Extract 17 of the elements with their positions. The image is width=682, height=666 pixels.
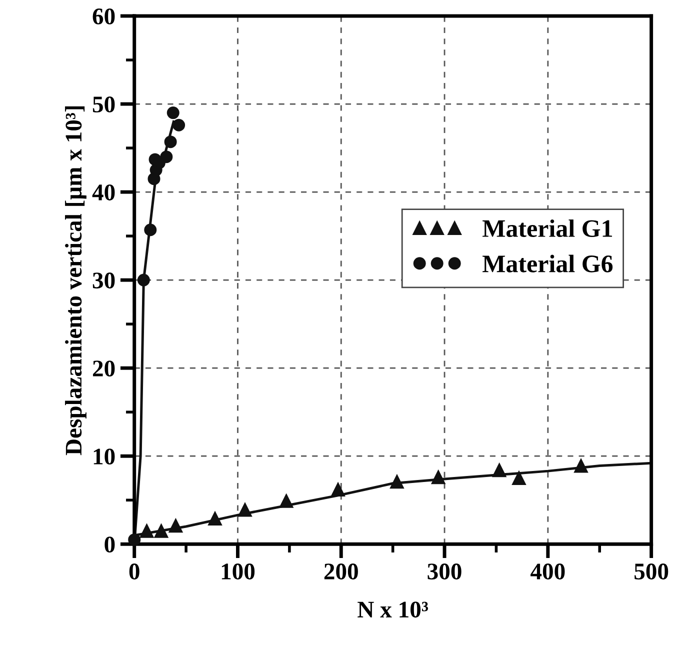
x-axis-title: N x 10³ [358,602,428,618]
y-tick-label: 0 [104,536,115,553]
y-tick-label: 20 [92,360,115,376]
y-tick-label: 40 [92,184,115,200]
x-tick-label: 400 [530,564,565,580]
y-tick-label: 10 [94,448,115,465]
x-tick-label: 500 [634,564,668,580]
legend-label: Material G1 [482,219,612,238]
x-tick-label: 200 [324,564,358,580]
y-tick-label: 30 [92,272,115,288]
y-tick-label: 50 [92,96,115,112]
y-tick-label: 60 [92,8,115,24]
x-tick-label: 300 [428,564,462,580]
legend-label: Material G6 [482,254,613,272]
x-tick-label: 100 [222,564,255,580]
y-axis-title: Desplazamiento vertical [μm x 10³] [65,106,86,456]
x-tick-label: 0 [129,564,140,580]
